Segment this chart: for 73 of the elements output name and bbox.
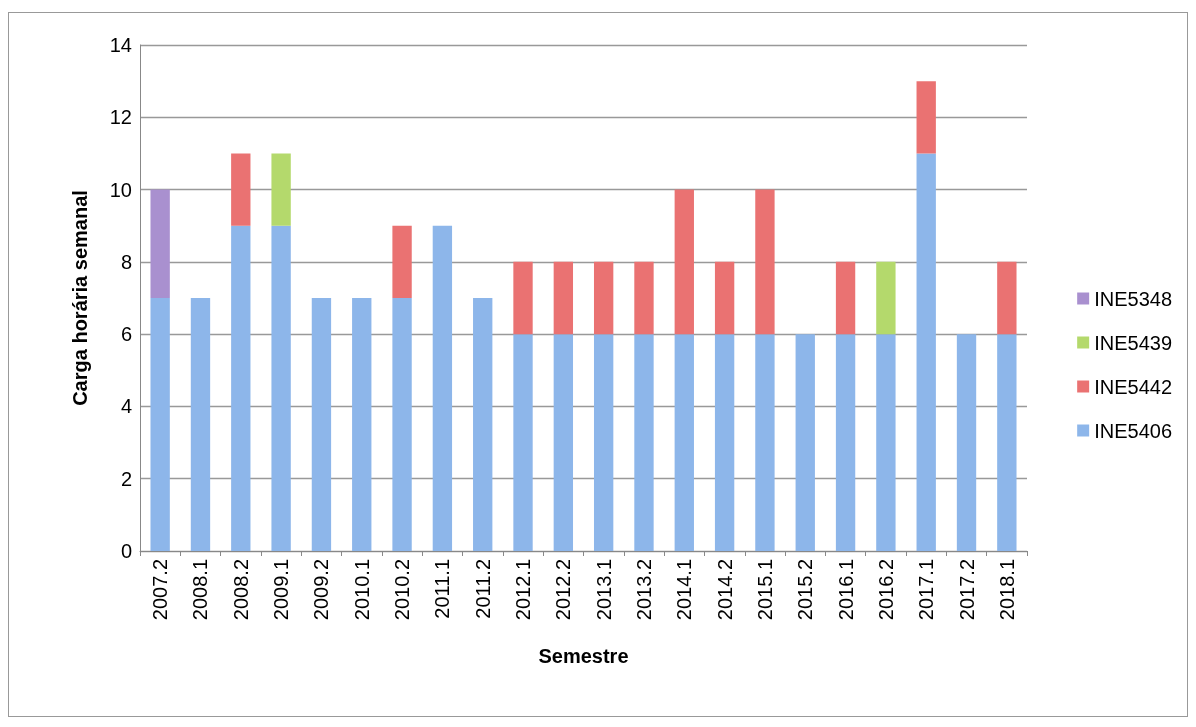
bar (513, 261, 533, 335)
bar (513, 334, 533, 551)
bar (916, 81, 936, 154)
x-tick-label: 2016.1 (834, 559, 857, 621)
bar (956, 334, 977, 551)
legend-label: INE5439 (1094, 331, 1173, 354)
legend-label: INE5348 (1094, 287, 1173, 310)
x-axis-title: Semestre (538, 645, 629, 667)
bar (271, 153, 291, 226)
bar (755, 189, 775, 335)
x-tick-label: 2011.1 (431, 559, 454, 619)
x-tick-label: 2011.2 (471, 559, 494, 619)
bar (997, 334, 1017, 551)
bar (714, 334, 735, 551)
bar (352, 298, 372, 551)
bar (311, 298, 332, 551)
y-tick-label: 2 (120, 467, 132, 490)
bar (835, 261, 856, 335)
x-tick-label: 2014.1 (673, 559, 696, 621)
bar (997, 261, 1017, 335)
bar (190, 298, 211, 551)
bar (553, 334, 574, 551)
bar (231, 153, 251, 226)
bar (392, 225, 412, 298)
x-tick-label: 2012.1 (512, 559, 535, 621)
bar (432, 225, 453, 551)
y-tick-label: 4 (120, 395, 132, 418)
bar (150, 189, 170, 298)
bar (916, 153, 936, 551)
legend-label: INE5406 (1094, 419, 1173, 442)
x-tick-label: 2013.2 (632, 559, 655, 621)
x-tick-label: 2018.1 (995, 559, 1018, 621)
bar (593, 334, 614, 551)
x-tick-label: 2007.2 (149, 559, 172, 621)
x-tick-label: 2010.1 (350, 559, 373, 621)
bar (593, 261, 614, 335)
x-tick-label: 2010.2 (391, 559, 414, 621)
x-tick-label: 2015.1 (753, 559, 776, 621)
bar (392, 298, 412, 551)
bar (674, 334, 694, 551)
x-tick-label: 2015.2 (794, 559, 817, 621)
y-tick-label: 8 (120, 250, 132, 273)
x-tick-label: 2017.2 (955, 559, 978, 621)
y-tick-label: 10 (109, 178, 132, 201)
bar (674, 189, 694, 335)
y-axis-title: Carga horária semanal (69, 190, 91, 406)
x-tick-label: 2008.1 (189, 559, 212, 621)
x-tick-label: 2016.2 (874, 559, 897, 621)
bar (150, 298, 170, 551)
y-tick-label: 6 (120, 323, 132, 346)
y-tick-label: 0 (120, 540, 132, 562)
x-tick-label: 2014.2 (713, 559, 736, 621)
x-tick-label: 2013.1 (592, 559, 615, 621)
bar (473, 298, 493, 551)
x-tick-label: 2009.1 (270, 559, 293, 621)
bar (714, 261, 735, 335)
bar (271, 225, 291, 551)
x-tick-label: 2009.2 (310, 559, 333, 621)
legend-label: INE5442 (1094, 375, 1173, 398)
bar (231, 225, 251, 551)
y-tick-label: 14 (109, 34, 132, 56)
x-tick-label: 2012.2 (552, 559, 575, 621)
bar (835, 334, 856, 551)
bar (876, 334, 896, 551)
bar (795, 334, 815, 551)
bar (634, 334, 654, 551)
x-tick-label: 2008.2 (229, 559, 252, 621)
x-tick-label: 2017.1 (915, 559, 938, 621)
bar (876, 261, 896, 335)
bar (634, 261, 654, 335)
bar (553, 261, 574, 335)
y-tick-label: 12 (109, 106, 132, 129)
bar (755, 334, 775, 551)
